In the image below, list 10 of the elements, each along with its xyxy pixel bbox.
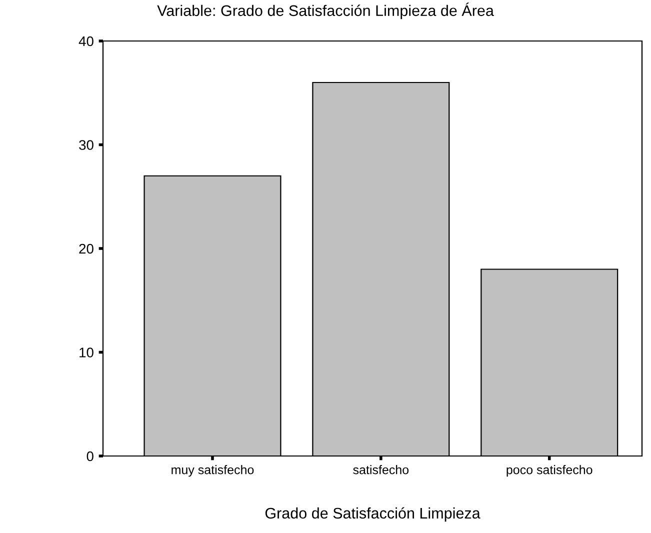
x-axis-title: Grado de Satisfacción Limpieza bbox=[265, 507, 480, 522]
x-tick-label: satisfecho bbox=[353, 465, 409, 474]
y-tick-label: 0 bbox=[86, 451, 94, 462]
x-tick-label: muy satisfecho bbox=[172, 465, 254, 477]
y-tick-label: 40 bbox=[78, 36, 94, 46]
x-tick-label: poco satisfecho bbox=[506, 465, 592, 477]
chart-title: Variable: Grado de Satisfacción Limpieza de Área bbox=[157, 2, 494, 20]
y-tick-label: 10 bbox=[80, 348, 94, 358]
y-tick-label: 30 bbox=[79, 140, 94, 150]
y-tick-label: 20 bbox=[79, 244, 94, 254]
